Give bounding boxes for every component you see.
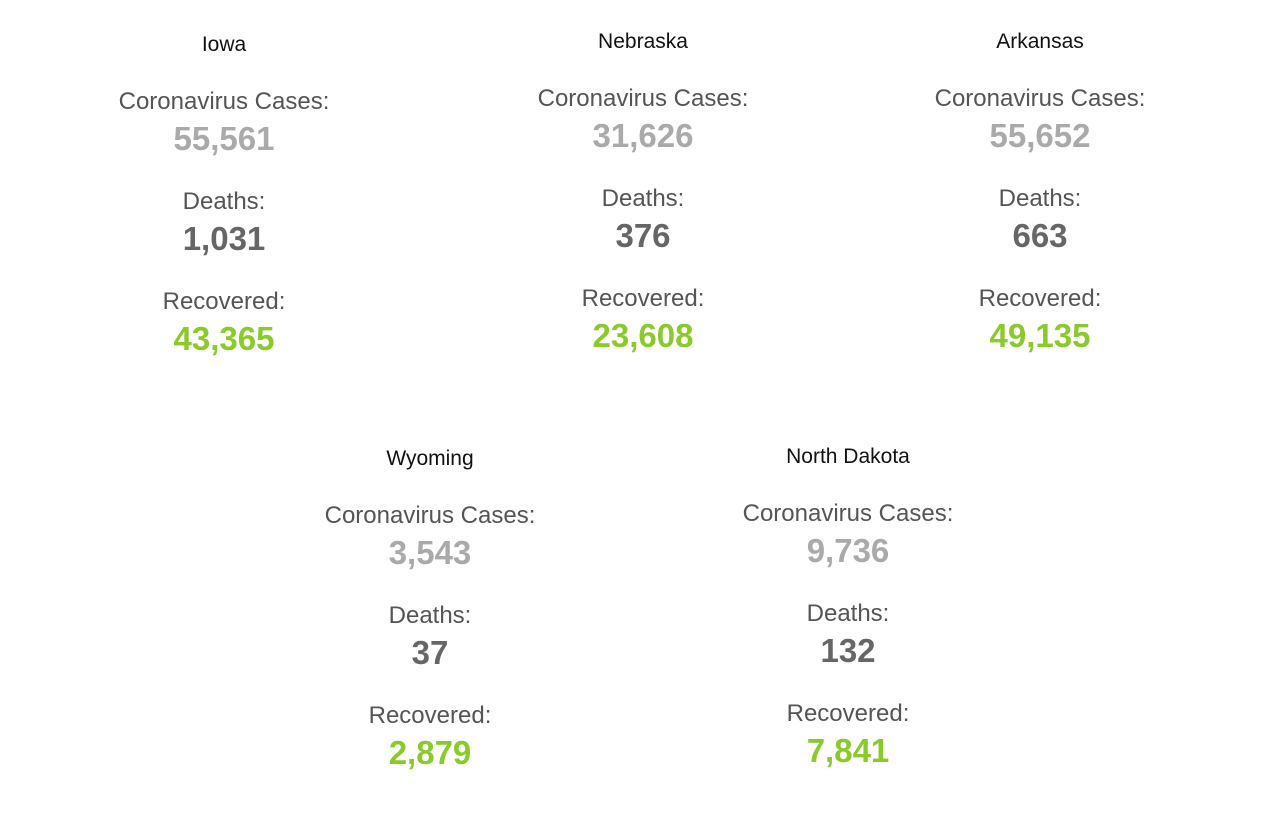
- recovered-label: Recovered:: [978, 285, 1102, 312]
- deaths-value: 132: [820, 632, 876, 669]
- state-card-wyoming: Wyoming Coronavirus Cases: 3,543 Deaths:…: [270, 445, 590, 775]
- deaths-label: Deaths:: [806, 600, 890, 627]
- cases-label: Coronavirus Cases:: [742, 500, 954, 527]
- deaths-label: Deaths:: [182, 188, 266, 215]
- deaths-value: 37: [411, 634, 449, 671]
- recovered-value: 23,608: [592, 317, 694, 354]
- recovered-value: 43,365: [173, 320, 275, 357]
- cases-value: 55,561: [173, 120, 275, 157]
- state-name: Wyoming: [386, 447, 474, 470]
- cases-value: 31,626: [592, 117, 694, 154]
- deaths-value: 376: [615, 217, 671, 254]
- deaths-label: Deaths:: [601, 185, 685, 212]
- deaths-label: Deaths:: [388, 602, 472, 629]
- deaths-value: 1,031: [182, 220, 266, 257]
- recovered-value: 7,841: [806, 732, 890, 769]
- deaths-label: Deaths:: [998, 185, 1082, 212]
- state-card-arkansas: Arkansas Coronavirus Cases: 55,652 Death…: [880, 28, 1200, 358]
- recovered-value: 49,135: [989, 317, 1091, 354]
- cases-value: 55,652: [989, 117, 1091, 154]
- state-name: Iowa: [201, 33, 247, 56]
- recovered-label: Recovered:: [786, 700, 910, 727]
- cases-label: Coronavirus Cases:: [537, 85, 749, 112]
- state-card-north-dakota: North Dakota Coronavirus Cases: 9,736 De…: [688, 443, 1008, 773]
- recovered-label: Recovered:: [581, 285, 705, 312]
- recovered-label: Recovered:: [368, 702, 492, 729]
- cases-value: 3,543: [388, 534, 472, 571]
- state-name: North Dakota: [786, 445, 910, 468]
- recovered-label: Recovered:: [162, 288, 286, 315]
- deaths-value: 663: [1012, 217, 1068, 254]
- recovered-value: 2,879: [388, 734, 472, 771]
- cases-label: Coronavirus Cases:: [324, 502, 536, 529]
- state-name: Nebraska: [598, 30, 688, 53]
- cases-label: Coronavirus Cases:: [934, 85, 1146, 112]
- state-name: Arkansas: [996, 30, 1084, 53]
- cases-label: Coronavirus Cases:: [118, 88, 330, 115]
- state-card-nebraska: Nebraska Coronavirus Cases: 31,626 Death…: [483, 28, 803, 358]
- state-card-iowa: Iowa Coronavirus Cases: 55,561 Deaths: 1…: [64, 31, 384, 361]
- cases-value: 9,736: [806, 532, 890, 569]
